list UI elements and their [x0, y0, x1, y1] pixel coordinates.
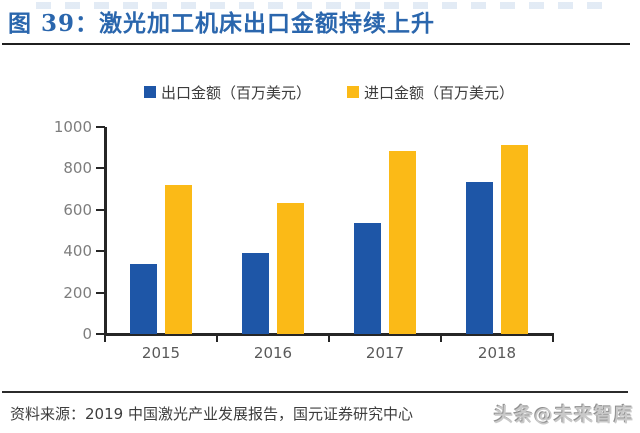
y-tick-label: 800 — [63, 159, 92, 177]
y-tick-label: 0 — [82, 325, 92, 343]
y-tick-label: 400 — [63, 242, 92, 260]
x-axis-line — [104, 333, 554, 336]
bar-import-2017 — [389, 151, 416, 334]
legend-item-export: 出口金额（百万美元） — [143, 82, 311, 103]
y-axis-tick — [96, 126, 105, 128]
bar-export-2018 — [466, 182, 493, 334]
bar-import-2016 — [277, 203, 304, 334]
category-label: 2015 — [141, 344, 181, 362]
x-axis-tick — [440, 336, 442, 342]
y-axis-tick — [96, 292, 105, 294]
y-tick-label: 600 — [63, 201, 92, 219]
title-divider — [2, 43, 630, 45]
y-axis-tick — [96, 250, 105, 252]
bar-export-2015 — [130, 264, 157, 334]
y-axis-line — [104, 127, 107, 336]
bar-import-2018 — [501, 145, 528, 334]
y-axis-tick — [96, 209, 105, 211]
y-tick-label: 200 — [63, 284, 92, 302]
category-label: 2017 — [365, 344, 405, 362]
x-axis-tick — [104, 336, 106, 342]
source-text: 资料来源：2019 中国激光产业发展报告，国元证券研究中心 — [10, 405, 413, 423]
y-axis-tick — [96, 167, 105, 169]
figure-title: 图 39：激光加工机床出口金额持续上升 — [8, 10, 436, 37]
x-axis-tick — [216, 336, 218, 342]
x-axis-tick — [552, 336, 554, 342]
source-divider — [2, 391, 628, 393]
y-tick-label: 1000 — [53, 118, 92, 136]
bar-import-2015 — [165, 185, 192, 334]
cropped-text-artifact — [36, 2, 616, 9]
x-axis-tick — [328, 336, 330, 342]
legend-label-import: 进口金额（百万美元） — [364, 83, 515, 102]
category-label: 2018 — [477, 344, 517, 362]
legend-label-export: 出口金额（百万美元） — [160, 83, 311, 102]
export-swatch-icon — [143, 86, 156, 98]
watermark-text: 头条@未来智库 — [493, 404, 634, 426]
import-swatch-icon — [347, 86, 359, 98]
y-axis-tick — [96, 333, 105, 335]
bar-export-2016 — [242, 253, 269, 334]
legend-item-import: 进口金额（百万美元） — [347, 82, 514, 103]
chart-legend: 出口金额（百万美元） 进口金额（百万美元） — [105, 82, 553, 103]
category-label: 2016 — [253, 344, 293, 362]
bar-export-2017 — [354, 223, 381, 334]
